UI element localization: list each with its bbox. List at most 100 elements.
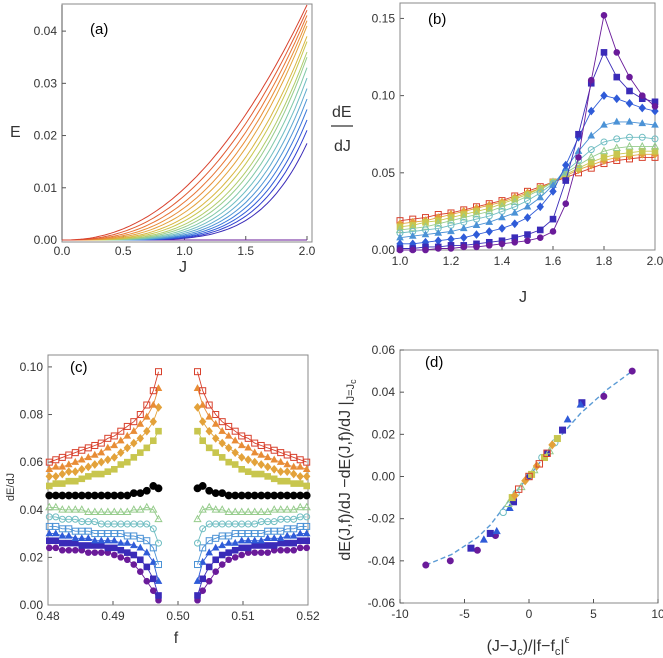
data-point-purple xyxy=(651,103,659,110)
data-point-purple xyxy=(225,556,232,564)
data-point-purple xyxy=(303,544,311,552)
data-point-amber xyxy=(78,464,86,474)
data-point-amber xyxy=(154,403,163,412)
data-point-blue xyxy=(511,219,519,229)
data-point-orange xyxy=(263,453,272,461)
data-point-amber xyxy=(136,433,144,443)
y-tick-label: 0.04 xyxy=(34,24,58,38)
data-point-black xyxy=(103,491,112,500)
data-point-green xyxy=(446,216,456,224)
data-point-blue xyxy=(84,534,93,542)
data-point-teal xyxy=(296,513,304,521)
data-point-black xyxy=(84,491,93,500)
data-point-orange xyxy=(51,462,60,470)
x-tick-label: 0.50 xyxy=(166,609,190,623)
data-point-black xyxy=(231,491,240,500)
data-point-skyblue xyxy=(498,213,506,221)
data-point-purple xyxy=(58,546,66,554)
data-point-green xyxy=(116,507,125,516)
data-point-teal xyxy=(199,525,207,533)
data-point-purple xyxy=(277,546,285,554)
data-point-green xyxy=(97,507,106,516)
data-point-skyblue xyxy=(510,208,519,216)
data-point-purple xyxy=(231,554,239,561)
data-point-red xyxy=(97,439,105,447)
data-point-blue xyxy=(198,557,207,565)
data-point-purple xyxy=(296,544,304,552)
x-tick-label: 1.0 xyxy=(176,244,193,258)
data-point-indigo xyxy=(150,575,157,583)
series-line-f18 xyxy=(62,4,308,241)
data-point-orange xyxy=(510,490,519,501)
y-tick-label: 0.04 xyxy=(372,385,396,399)
data-point-purple xyxy=(473,243,480,251)
data-point-indigo xyxy=(270,542,278,549)
data-point-green xyxy=(142,502,151,511)
data-point-blue xyxy=(523,213,532,222)
data-point-purple xyxy=(238,551,245,559)
data-point-purple xyxy=(124,556,131,564)
x-tick-label: 0.51 xyxy=(231,609,255,623)
data-point-purple xyxy=(600,12,608,19)
data-point-indigo xyxy=(549,215,557,223)
x-tick-label: 0.49 xyxy=(101,609,125,623)
data-point-indigo xyxy=(296,537,304,545)
data-point-green xyxy=(503,499,513,507)
data-point-black xyxy=(97,491,106,500)
data-point-green xyxy=(58,505,67,513)
data-point-olive xyxy=(218,454,226,461)
data-point-purple xyxy=(628,367,636,375)
data-point-amber xyxy=(91,460,99,469)
data-point-olive xyxy=(194,427,201,435)
data-point-red xyxy=(257,441,265,449)
data-point-red xyxy=(231,427,239,435)
data-point-blue xyxy=(625,98,634,108)
data-point-blue xyxy=(549,186,557,196)
data-point-green xyxy=(193,514,202,523)
data-point-orange xyxy=(211,419,220,427)
data-point-olive xyxy=(130,454,138,461)
data-point-black xyxy=(136,489,145,497)
data-point-blue xyxy=(136,543,145,551)
data-point-green xyxy=(129,505,138,513)
data-point-indigo xyxy=(303,537,311,545)
data-point-amber xyxy=(212,433,220,443)
data-point-amber xyxy=(199,417,207,427)
data-point-teal xyxy=(587,146,595,154)
data-point-blue xyxy=(142,548,151,556)
data-point-indigo xyxy=(78,542,86,549)
data-point-indigo xyxy=(212,556,219,564)
data-point-indigo xyxy=(244,544,252,552)
data-point-black xyxy=(257,491,266,500)
data-point-orange xyxy=(237,441,246,449)
data-point-blue xyxy=(270,534,279,542)
data-point-green xyxy=(110,507,119,516)
data-point-indigo xyxy=(231,546,239,554)
data-point-purple xyxy=(511,238,519,246)
data-point-olive xyxy=(290,480,298,487)
data-point-blue xyxy=(149,557,158,565)
data-point-green xyxy=(244,507,253,516)
data-point-black xyxy=(218,489,227,497)
data-point-blue xyxy=(651,106,659,116)
data-point-blue xyxy=(193,576,202,584)
data-point-blue xyxy=(485,227,493,236)
data-point-blue xyxy=(224,538,233,546)
data-point-indigo xyxy=(130,551,138,559)
data-point-olive xyxy=(540,454,548,462)
data-point-red xyxy=(238,432,246,440)
data-point-purple xyxy=(498,240,506,248)
data-point-purple xyxy=(536,234,544,241)
series-line-f16 xyxy=(62,15,308,241)
data-point-green xyxy=(224,507,233,516)
x-tick-label: -5 xyxy=(459,607,470,621)
data-point-skyblue xyxy=(194,561,201,569)
series-line-f15 xyxy=(62,20,308,241)
data-point-teal xyxy=(613,135,621,143)
data-point-green xyxy=(71,505,80,513)
data-point-blue xyxy=(257,536,266,544)
data-point-amber xyxy=(277,467,285,477)
y-tick-label: 0.02 xyxy=(372,427,396,441)
data-point-indigo xyxy=(575,130,582,138)
data-point-blue xyxy=(71,534,80,542)
